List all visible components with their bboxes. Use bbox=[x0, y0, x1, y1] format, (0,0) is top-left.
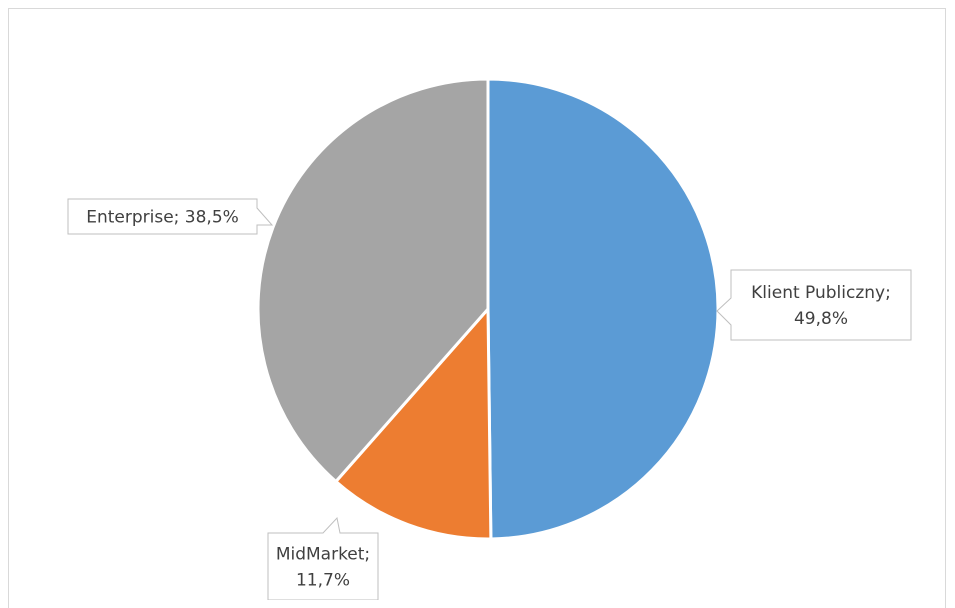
pie-slice-enterprise bbox=[256, 77, 490, 484]
data-label-box bbox=[67, 198, 274, 235]
pie-slice-klient-publiczny bbox=[486, 77, 720, 541]
data-label-text: 11,7% bbox=[296, 571, 350, 591]
data-label-text: Klient Publiczny; bbox=[751, 283, 891, 303]
data-label-box bbox=[267, 516, 379, 600]
data-label-klient-publiczny: Klient Publiczny; 49,8% bbox=[716, 269, 912, 341]
data-label-midmarket: MidMarket; 11,7% bbox=[267, 516, 379, 600]
data-label-enterprise: Enterprise; 38,5% bbox=[67, 198, 274, 235]
pie-slices bbox=[256, 77, 720, 541]
data-label-box bbox=[716, 269, 912, 341]
pie-slice-midmarket bbox=[334, 307, 493, 541]
data-label-text: MidMarket; bbox=[276, 545, 370, 565]
data-labels: Klient Publiczny; 49,8% MidMarket; 11,7% Ent… bbox=[67, 198, 912, 600]
data-label-text: 49,8% bbox=[794, 309, 848, 329]
data-label-text: Enterprise; 38,5% bbox=[86, 208, 239, 228]
